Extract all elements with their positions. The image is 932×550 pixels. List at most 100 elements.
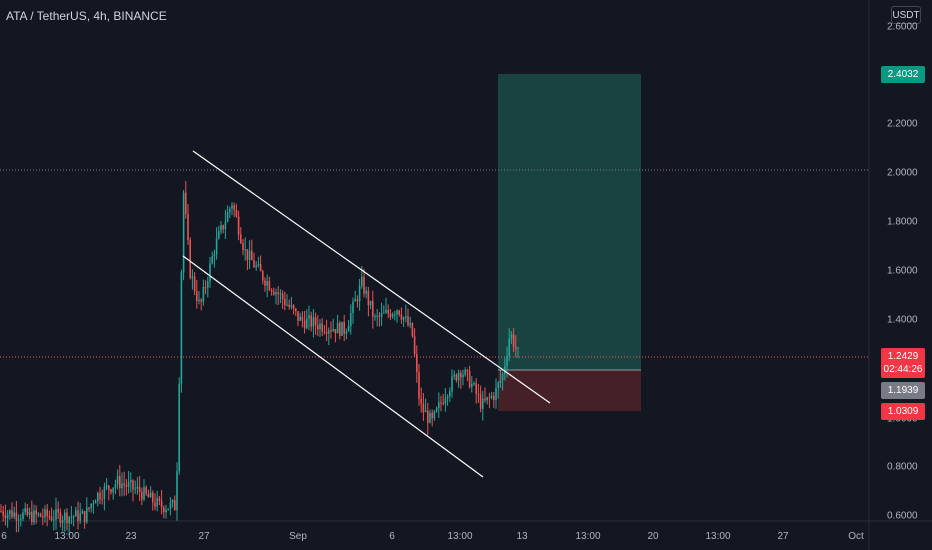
candle-body xyxy=(486,397,488,401)
candle-body xyxy=(438,402,440,408)
time-label: 23 xyxy=(125,531,137,542)
candle-body xyxy=(363,276,365,294)
candle-body xyxy=(477,393,480,395)
candle-body xyxy=(330,330,332,332)
price-label: 2.6000 xyxy=(887,21,918,33)
candle-body xyxy=(180,272,183,384)
candle-body xyxy=(484,398,486,401)
candle-body xyxy=(424,410,427,413)
candle-body xyxy=(277,292,279,295)
candle-body xyxy=(374,316,376,318)
candle-body xyxy=(451,376,453,392)
candle-body xyxy=(156,498,158,507)
candle-body xyxy=(352,301,354,313)
candle-body xyxy=(202,287,205,302)
candle-body xyxy=(61,520,64,523)
candle-body xyxy=(26,508,29,515)
candle-body xyxy=(378,315,381,317)
candle-body xyxy=(204,287,207,289)
candle-body xyxy=(81,511,84,514)
candle-body xyxy=(220,225,222,232)
candle-body xyxy=(237,216,240,235)
channel-lower-line xyxy=(182,255,484,478)
candle-body xyxy=(200,299,202,302)
candle-body xyxy=(134,488,136,490)
price-label: 1.4000 xyxy=(887,314,918,326)
candle-body xyxy=(75,510,77,517)
candle-body xyxy=(314,317,317,326)
candle-body xyxy=(92,503,95,505)
candle-body xyxy=(515,346,517,349)
time-label: 13:00 xyxy=(575,531,601,542)
candle-body xyxy=(301,316,304,321)
candle-body xyxy=(15,512,18,521)
candle-body xyxy=(281,293,284,300)
time-label: 27 xyxy=(198,531,210,542)
candle-body xyxy=(325,331,328,334)
candle-body xyxy=(165,509,167,513)
candle-body xyxy=(350,313,352,326)
candle-body xyxy=(389,313,392,317)
candle-body xyxy=(79,513,81,521)
candle-body xyxy=(475,383,477,394)
candle-body xyxy=(319,323,321,330)
time-label: 6 xyxy=(389,531,395,542)
candle-body xyxy=(114,484,117,488)
candle-body xyxy=(332,329,334,331)
price-label: 2.2000 xyxy=(887,118,918,130)
candle-body xyxy=(147,493,150,498)
candle-body xyxy=(110,489,112,493)
candle-body xyxy=(270,290,273,292)
candle-body xyxy=(209,263,211,282)
candle-body xyxy=(22,512,24,519)
candle-body xyxy=(400,314,403,320)
candle-body xyxy=(358,286,361,302)
candle-body xyxy=(268,281,271,290)
candle-body xyxy=(303,320,306,329)
profit-zone xyxy=(498,74,641,370)
candle-body xyxy=(347,325,350,332)
candle-body xyxy=(136,486,139,489)
candle-body xyxy=(158,498,161,501)
candle-body xyxy=(218,231,220,239)
price-label: 0.6000 xyxy=(887,510,918,522)
candle-body xyxy=(380,312,383,317)
candle-body xyxy=(431,412,433,419)
candle-body xyxy=(405,316,407,318)
candle-body xyxy=(275,292,277,295)
candle-body xyxy=(72,516,75,518)
symbol-title[interactable]: ATA / TetherUS, 4h, BINANCE xyxy=(6,9,167,23)
candle-body xyxy=(33,510,35,523)
candle-body xyxy=(387,309,389,314)
candle-body xyxy=(367,290,370,306)
candle-body xyxy=(411,323,414,337)
time-label: 6 xyxy=(1,531,7,542)
time-label: 13:00 xyxy=(447,531,473,542)
candle-body xyxy=(185,192,187,214)
candle-body xyxy=(495,388,497,400)
time-label: 13 xyxy=(516,531,528,542)
candle-body xyxy=(141,492,143,500)
candle-body xyxy=(116,476,119,485)
candle-body xyxy=(169,502,172,509)
candle-body xyxy=(64,512,66,521)
candle-body xyxy=(123,483,125,486)
candle-body xyxy=(171,500,174,503)
currency-button[interactable]: USDT xyxy=(891,6,921,24)
candle-body xyxy=(20,519,22,521)
candle-body xyxy=(31,511,33,523)
candle-body xyxy=(24,508,26,513)
candle-body xyxy=(127,482,130,487)
candle-body xyxy=(59,512,62,523)
candle-body xyxy=(306,318,308,329)
candle-body xyxy=(493,395,495,400)
time-label: 13:00 xyxy=(705,531,731,542)
candle-body xyxy=(255,265,257,268)
candle-body xyxy=(154,502,156,507)
candle-body xyxy=(446,396,449,399)
candle-body xyxy=(246,249,249,260)
candle-body xyxy=(259,264,262,272)
candle-body xyxy=(55,509,57,520)
